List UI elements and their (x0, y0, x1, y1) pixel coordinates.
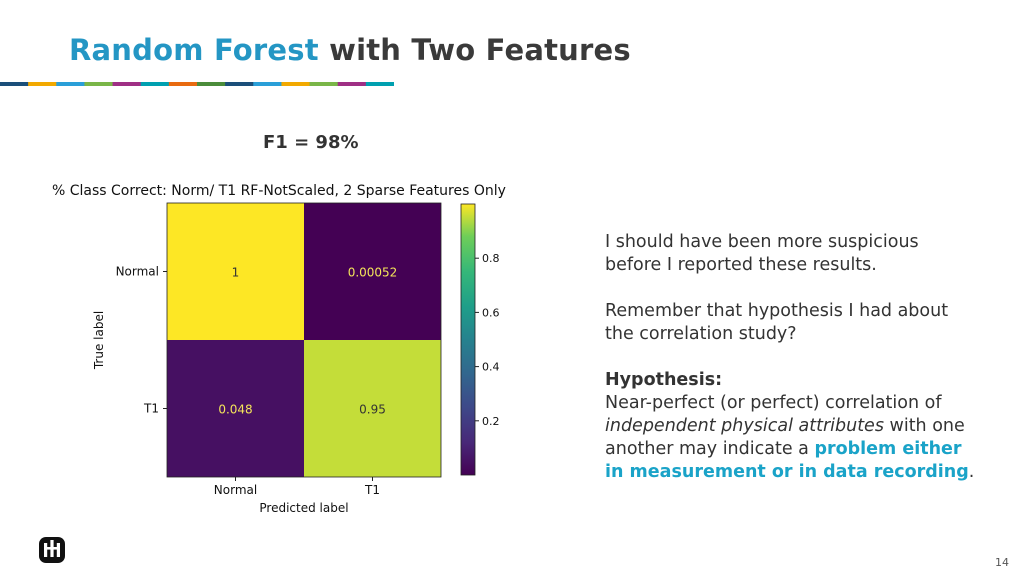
colorbar-tick-label: 0.8 (482, 252, 500, 265)
y-tick-label: Normal (116, 265, 159, 279)
hypothesis-line-3: another may indicate a (605, 439, 815, 459)
divider-segment (197, 82, 226, 86)
hypothesis-paragraph: Hypothesis: Near-perfect (or perfect) co… (605, 369, 975, 484)
x-axis-label: Predicted label (259, 501, 348, 515)
colorbar-tick-label: 0.2 (482, 415, 500, 428)
heatmap-border (166, 202, 442, 478)
divider-segment (140, 82, 170, 86)
hypothesis-emphasis: independent physical attributes (605, 416, 884, 436)
heatmap-cell (304, 203, 441, 340)
cell-value-label: 0.00052 (348, 266, 398, 280)
f1-score-label: F1 = 98% (263, 132, 359, 153)
divider-segment (309, 82, 339, 86)
heatmap-cell (167, 203, 304, 340)
divider-segment (84, 82, 114, 86)
chart-title: % Class Correct: Norm/ T1 RF-NotScaled, … (52, 183, 506, 199)
hypothesis-highlight-1: problem either (814, 439, 962, 459)
color-divider (0, 82, 394, 86)
y-axis-label: True label (92, 311, 106, 370)
title-accent: Random Forest (69, 33, 319, 67)
divider-segment (56, 82, 85, 86)
slide-title: Random Forest with Two Features (69, 33, 631, 67)
divider-segment (28, 82, 57, 86)
divider-segment (253, 82, 282, 86)
hypothesis-heading: Hypothesis: (605, 370, 723, 390)
hypothesis-end: . (968, 462, 975, 482)
divider-segment (168, 82, 198, 86)
note-1-line-1: I should have been more suspicious (605, 232, 919, 252)
x-tick-label: T1 (364, 483, 380, 497)
divider-segment (225, 82, 254, 86)
note-2-line-2: the correlation study? (605, 324, 797, 344)
colorbar (460, 203, 476, 476)
y-tick-label: T1 (143, 402, 159, 416)
notes-panel: I should have been more suspicious befor… (605, 231, 975, 507)
divider-segment (337, 82, 367, 86)
note-2-line-1: Remember that hypothesis I had about (605, 301, 949, 321)
heatmap-cell (304, 340, 441, 477)
sandia-logo-icon (39, 537, 65, 563)
divider-segment (365, 82, 394, 86)
confusion-matrix-chart: % Class Correct: Norm/ T1 RF-NotScaled, … (52, 183, 506, 515)
cell-value-label: 0.95 (359, 403, 386, 417)
note-1-line-2: before I reported these results. (605, 255, 877, 275)
cell-value-label: 1 (232, 266, 240, 280)
hypothesis-highlight-2: in measurement or in data recording (605, 462, 969, 482)
hypothesis-line-2: with one (883, 416, 965, 436)
note-paragraph-2: Remember that hypothesis I had about the… (605, 300, 975, 346)
note-paragraph-1: I should have been more suspicious befor… (605, 231, 975, 277)
divider-segment (0, 82, 29, 86)
page-number: 14 (995, 556, 1009, 569)
colorbar-tick-label: 0.6 (482, 306, 500, 319)
cell-value-label: 0.048 (218, 403, 252, 417)
hypothesis-line-1: Near-perfect (or perfect) correlation of (605, 393, 942, 413)
heatmap-cell (167, 340, 304, 477)
title-rest: with Two Features (318, 33, 631, 67)
colorbar-tick-label: 0.4 (482, 361, 500, 374)
divider-segment (112, 82, 142, 86)
divider-segment (281, 82, 311, 86)
x-tick-label: Normal (214, 483, 257, 497)
